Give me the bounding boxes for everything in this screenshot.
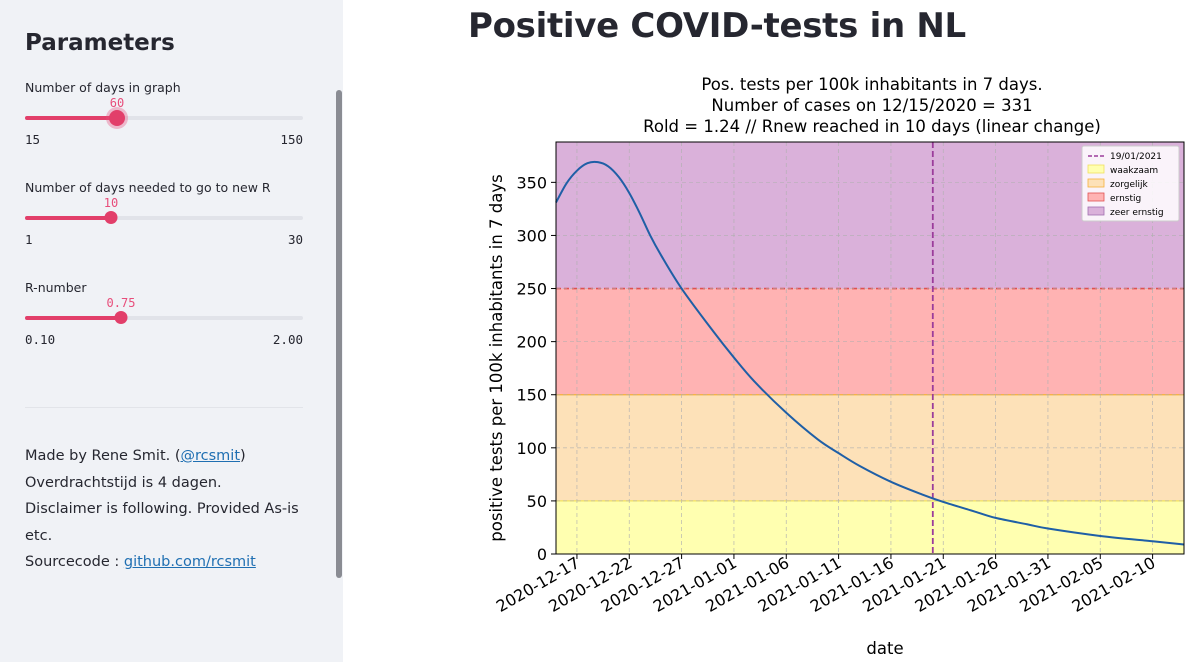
slider-thumb[interactable]: [104, 211, 118, 224]
legend-swatch-band: [1087, 192, 1105, 202]
slider-label: R-number: [25, 280, 87, 295]
slider-value: 60: [109, 96, 125, 110]
slider-days-to-new-r[interactable]: Number of days needed to go to new R 10 …: [25, 180, 303, 260]
sidebar-scrollbar[interactable]: [336, 90, 342, 578]
source-link[interactable]: github.com/rcsmit: [123, 554, 256, 570]
transfer-time-line: Overdrachtstijd is 4 dagen.: [25, 474, 222, 491]
source-label: Sourcecode :: [25, 554, 124, 570]
slider-min: 1: [25, 232, 33, 247]
x-axis-label: date: [866, 639, 903, 658]
legend-label: zeer ernstig: [1110, 208, 1164, 218]
chart-title-line: Pos. tests per 100k inhabitants in 7 day…: [701, 75, 1042, 94]
slider-days-in-graph[interactable]: Number of days in graph 60 15 150: [25, 80, 303, 160]
page-title: Positive COVID-tests in NL: [468, 6, 966, 46]
slider-r-number[interactable]: R-number 0.75 0.10 2.00: [25, 280, 303, 360]
y-tick-label: 200: [516, 333, 547, 352]
series-line: [555, 160, 1185, 546]
band-zorgelijk: [556, 394, 1184, 501]
covid-chart: 0501001502002503003502020-12-172020-12-2…: [487, 75, 1185, 658]
made-by-text: Made by Rene Smit. (: [25, 448, 181, 464]
legend-swatch-band: [1087, 164, 1105, 174]
legend-label: 19/01/2021: [1110, 152, 1162, 162]
sidebar: Parameters Number of days in graph 60 15…: [0, 0, 343, 662]
slider-min: 0.10: [25, 332, 56, 347]
slider-value: 10: [103, 196, 119, 210]
legend-label: zorgelijk: [1110, 180, 1149, 190]
slider-label: Number of days in graph: [25, 80, 181, 95]
band-zeer-ernstig: [556, 142, 1184, 289]
chart-title-line: Number of cases on 12/15/2020 = 331: [711, 96, 1032, 115]
y-tick-label: 100: [516, 439, 547, 458]
y-tick-label: 150: [516, 386, 547, 405]
y-tick-label: 350: [516, 173, 547, 192]
slider-thumb[interactable]: [109, 110, 125, 126]
slider-max: 150: [280, 132, 303, 147]
legend-box: [1081, 145, 1180, 222]
divider: [25, 407, 303, 408]
y-axis-label: positive tests per 100k inhabitants in 7…: [487, 174, 506, 541]
made-by-close: ): [240, 448, 246, 464]
slider-value: 0.75: [106, 296, 136, 310]
sidebar-title: Parameters: [25, 30, 175, 56]
slider-track[interactable]: [25, 211, 303, 224]
chart-title-line: Rold = 1.24 // Rnew reached in 10 days (…: [643, 117, 1101, 136]
band-ernstig: [556, 288, 1184, 395]
y-tick-label: 300: [516, 226, 547, 245]
plot-frame: [555, 141, 1185, 555]
legend-label: ernstig: [1110, 194, 1141, 204]
slider-fill: [25, 116, 117, 120]
slider-track[interactable]: [25, 110, 303, 126]
y-tick-label: 50: [527, 492, 547, 511]
disclaimer-line: Disclaimer is following. Provided As-is …: [25, 501, 299, 544]
slider-fill: [25, 316, 121, 320]
y-tick-label: 0: [537, 545, 547, 564]
slider-track[interactable]: [25, 311, 303, 324]
slider-max: 2.00: [272, 332, 303, 347]
slider-min: 15: [25, 132, 41, 147]
y-tick-label: 250: [516, 280, 547, 299]
made-by-line: Made by Rene Smit. (@rcsmit): [25, 443, 310, 470]
author-handle-link[interactable]: @rcsmit: [180, 448, 241, 464]
chart-container: 0 50 100 150 200 250 300 350 2020-12-17 2020-12-2…: [470, 66, 1200, 662]
band-waakzaam: [556, 500, 1184, 554]
slider-fill: [25, 216, 111, 220]
slider-thumb[interactable]: [114, 311, 128, 324]
legend-swatch-band: [1087, 178, 1105, 188]
about-text: Made by Rene Smit. (@rcsmit) Overdrachts…: [25, 443, 310, 576]
legend-label: waakzaam: [1110, 166, 1158, 176]
legend-swatch-band: [1087, 206, 1105, 216]
source-line: Sourcecode : github.com/rcsmit: [25, 549, 310, 576]
slider-max: 30: [287, 232, 303, 247]
slider-label: Number of days needed to go to new R: [25, 180, 271, 195]
